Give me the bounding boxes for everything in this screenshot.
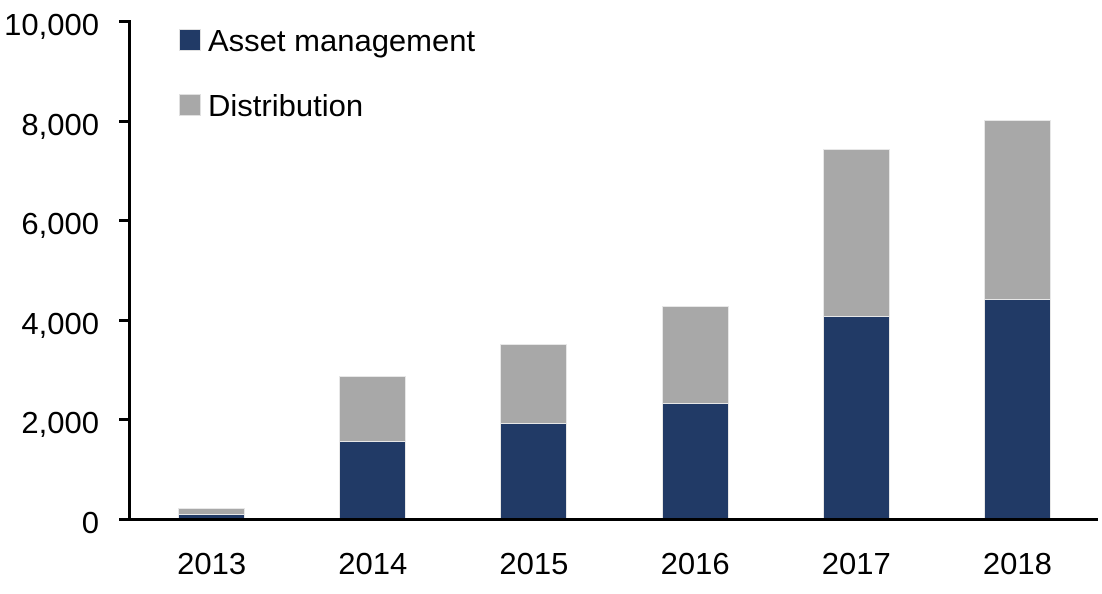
- y-tick-mark: [119, 418, 130, 422]
- legend: Asset management Distribution: [179, 22, 476, 152]
- bar-2014: [339, 376, 407, 520]
- bar-2014-segment-asset-management: [339, 440, 407, 520]
- bar-2016: [661, 306, 729, 520]
- bar-2013-segment-asset-management: [178, 514, 246, 520]
- x-tick-label-2017: 2017: [821, 546, 891, 581]
- y-tick-mark: [119, 318, 130, 322]
- bar-2017-segment-asset-management: [822, 316, 890, 520]
- legend-item-distribution: Distribution: [179, 87, 475, 123]
- bar-2014-segment-distribution: [339, 376, 407, 443]
- legend-swatch-distribution-icon: [179, 94, 201, 116]
- bar-2017: [822, 149, 890, 520]
- y-tick-mark: [119, 219, 130, 223]
- y-tick-mark: [119, 518, 130, 521]
- bar-2013-segment-distribution: [178, 508, 246, 516]
- bar-2015-segment-asset-management: [500, 423, 568, 520]
- y-tick-label: 8,000: [21, 106, 99, 142]
- x-tick-label-2018: 2018: [982, 546, 1052, 581]
- x-tick-label-2013: 2013: [177, 546, 247, 581]
- bar-2018: [983, 119, 1051, 520]
- bar-2018-segment-asset-management: [983, 298, 1051, 520]
- legend-label-asset-management: Asset management: [208, 22, 476, 58]
- y-tick-label: 10,000: [4, 7, 99, 42]
- y-tick-mark: [119, 20, 130, 23]
- x-tick-label-2014: 2014: [338, 546, 408, 581]
- bar-2016-segment-distribution: [661, 306, 729, 406]
- bar-2015-segment-distribution: [500, 343, 568, 426]
- x-axis-line: [128, 518, 1098, 521]
- y-tick-mark: [119, 119, 130, 123]
- legend-label-distribution: Distribution: [208, 87, 364, 123]
- x-tick-label-2016: 2016: [660, 546, 730, 581]
- bar-2017-segment-distribution: [822, 149, 890, 319]
- bar-2013: [178, 508, 246, 520]
- y-tick-label: 2,000: [21, 405, 99, 441]
- bar-2016-segment-asset-management: [661, 403, 729, 520]
- bar-2018-segment-distribution: [983, 119, 1051, 301]
- y-tick-label: 0: [81, 505, 99, 540]
- legend-swatch-asset-management-icon: [179, 29, 201, 51]
- legend-item-asset-management: Asset management: [179, 22, 476, 58]
- y-tick-label: 4,000: [21, 305, 99, 341]
- x-tick-label-2015: 2015: [499, 546, 569, 581]
- bar-2015: [500, 343, 568, 520]
- y-axis-line: [128, 20, 131, 521]
- y-tick-label: 6,000: [21, 206, 99, 242]
